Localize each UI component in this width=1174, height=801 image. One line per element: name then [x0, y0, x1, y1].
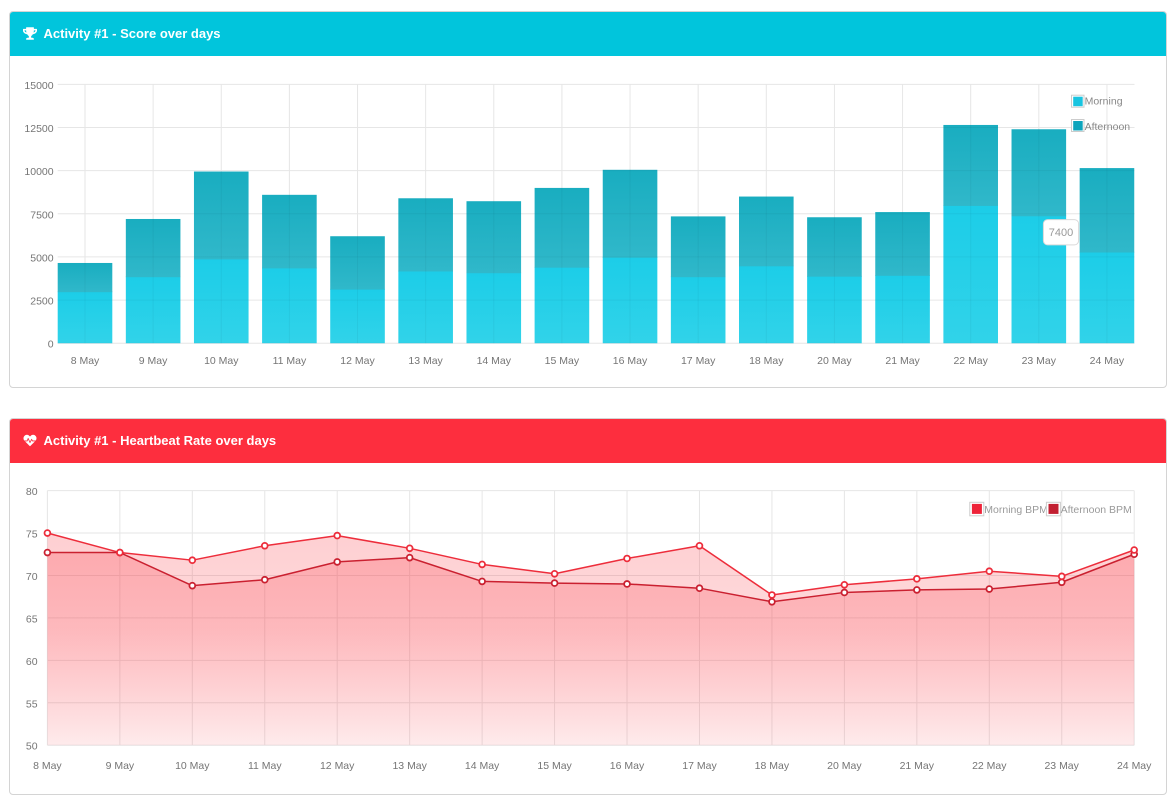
- svg-text:11 May: 11 May: [248, 760, 282, 772]
- svg-text:8 May: 8 May: [33, 760, 62, 772]
- svg-text:15000: 15000: [24, 80, 53, 92]
- svg-text:80: 80: [26, 486, 38, 498]
- svg-text:17 May: 17 May: [681, 355, 716, 367]
- svg-text:60: 60: [26, 656, 38, 668]
- svg-text:Morning BPM: Morning BPM: [984, 504, 1048, 516]
- svg-text:18 May: 18 May: [749, 355, 784, 367]
- svg-text:13 May: 13 May: [408, 355, 443, 367]
- svg-text:9 May: 9 May: [139, 355, 168, 367]
- svg-text:16 May: 16 May: [610, 760, 645, 772]
- svg-text:21 May: 21 May: [900, 760, 935, 772]
- svg-text:10 May: 10 May: [204, 355, 239, 367]
- svg-text:22 May: 22 May: [972, 760, 1007, 772]
- svg-text:65: 65: [26, 613, 38, 625]
- svg-text:24 May: 24 May: [1090, 355, 1125, 367]
- svg-text:12500: 12500: [24, 123, 53, 135]
- svg-text:23 May: 23 May: [1044, 760, 1079, 772]
- svg-text:2500: 2500: [30, 296, 54, 308]
- svg-text:10000: 10000: [24, 166, 53, 178]
- svg-text:7500: 7500: [30, 209, 54, 221]
- svg-text:70: 70: [26, 571, 38, 583]
- svg-text:18 May: 18 May: [755, 760, 790, 772]
- svg-text:11 May: 11 May: [273, 355, 307, 367]
- svg-text:15 May: 15 May: [537, 760, 572, 772]
- svg-text:75: 75: [26, 529, 38, 541]
- svg-text:Afternoon: Afternoon: [1085, 121, 1131, 133]
- svg-text:Morning: Morning: [1085, 96, 1123, 108]
- svg-text:13 May: 13 May: [392, 760, 427, 772]
- svg-text:5000: 5000: [30, 252, 54, 264]
- svg-text:10 May: 10 May: [175, 760, 210, 772]
- svg-text:0: 0: [48, 339, 54, 351]
- svg-text:7400: 7400: [1049, 227, 1073, 239]
- svg-text:24 May: 24 May: [1117, 760, 1152, 772]
- svg-text:20 May: 20 May: [827, 760, 862, 772]
- svg-text:15 May: 15 May: [545, 355, 580, 367]
- svg-text:12 May: 12 May: [320, 760, 355, 772]
- svg-text:21 May: 21 May: [885, 355, 920, 367]
- svg-text:Afternoon BPM: Afternoon BPM: [1061, 504, 1132, 516]
- svg-text:50: 50: [26, 741, 38, 753]
- svg-text:17 May: 17 May: [682, 760, 717, 772]
- svg-text:9 May: 9 May: [106, 760, 135, 772]
- svg-text:22 May: 22 May: [953, 355, 988, 367]
- svg-text:12 May: 12 May: [340, 355, 375, 367]
- svg-text:16 May: 16 May: [613, 355, 648, 367]
- svg-text:20 May: 20 May: [817, 355, 852, 367]
- svg-text:14 May: 14 May: [465, 760, 500, 772]
- svg-text:14 May: 14 May: [477, 355, 512, 367]
- svg-text:23 May: 23 May: [1022, 355, 1057, 367]
- svg-text:55: 55: [26, 698, 38, 710]
- svg-text:8 May: 8 May: [71, 355, 100, 367]
